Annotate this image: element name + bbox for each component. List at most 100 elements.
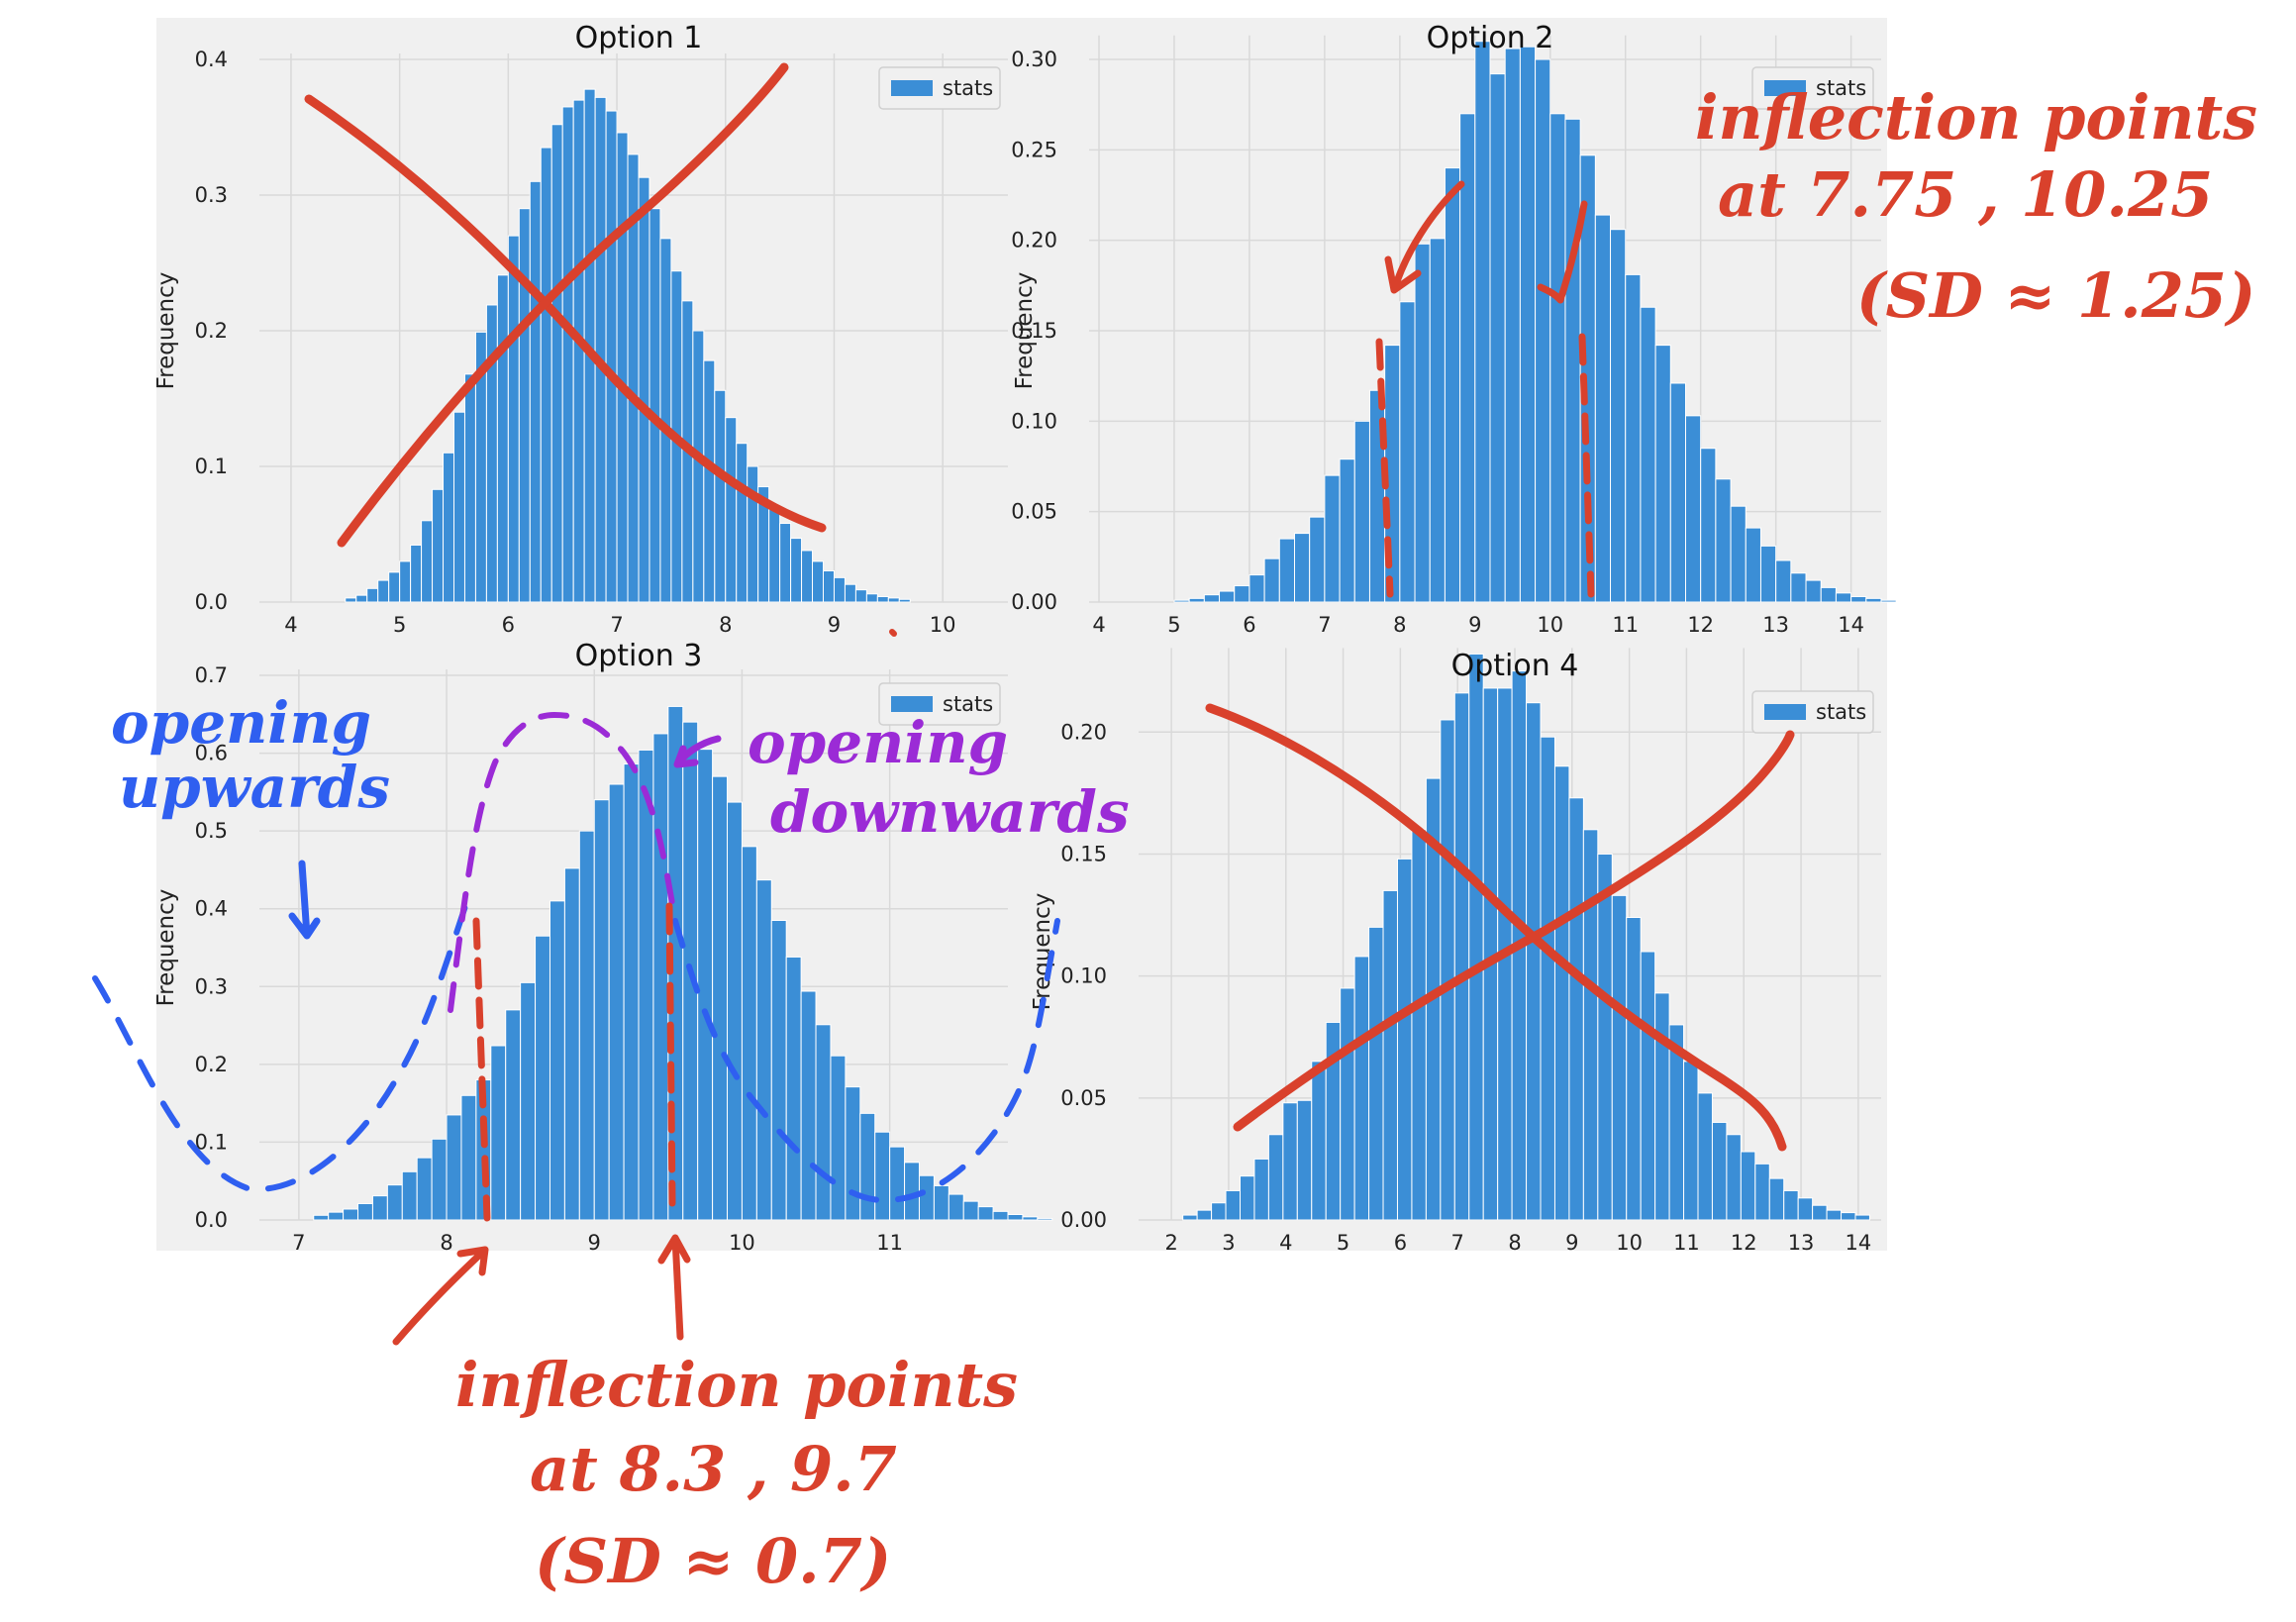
histogram-bar [741,846,757,1221]
histogram-bar [1263,558,1280,603]
y-tick-label: 0.1 [195,455,228,478]
opening-downwards-note: opening downwards [748,709,1130,846]
histogram-bar [605,110,618,603]
histogram-bar [1399,301,1416,603]
y-tick-label: 0.05 [1060,1086,1107,1110]
x-tick-label: 8 [719,613,732,637]
x-tick-label: 5 [1167,613,1180,637]
y-tick-label: 0.4 [195,48,228,71]
histogram-bar [1841,1212,1856,1221]
option3-downward-arrow [673,735,722,768]
histogram-bar [1504,48,1521,603]
x-tick-label: 11 [876,1231,903,1255]
x-tick-label: 4 [1279,1231,1292,1255]
y-axis-label: Frequency [1012,272,1038,390]
histogram-bar [594,96,607,603]
option1-crossout-stroke-b [337,62,789,548]
histogram-bar [496,274,509,603]
histogram-bar [416,1157,433,1221]
histogram-bar [1790,572,1807,603]
histogram-bar [460,1094,477,1221]
histogram-bar [1240,1175,1255,1221]
option3-inflection-line2: at 8.3 , 9.7 [530,1433,897,1505]
histogram-bar [1783,1189,1799,1221]
histogram-bar [1850,596,1867,603]
option3-arrow-left [392,1246,489,1346]
histogram-bar [357,1203,373,1221]
y-tick-label: 0.2 [195,319,228,343]
histogram-bar [1730,505,1747,603]
x-tick-label: 7 [292,1231,305,1255]
histogram-bar [1768,1177,1785,1221]
y-tick-label: 0.4 [195,897,228,921]
histogram-bar [692,330,705,603]
chart-4: 2 3 4 5 6 7 8 9 10 11 12 13 14 0.00 0.05 0.10 0.15 0.20 Op… [1030,648,1881,1255]
histogram-bar [431,1138,448,1221]
histogram-bar [1640,951,1656,1221]
histogram-bar [563,867,580,1221]
histogram-bar [712,775,729,1221]
chart-title: Option 3 [575,639,703,673]
histogram-bar [453,411,465,603]
histogram-bar [561,106,574,603]
histogram-bar [518,208,531,603]
histogram-bar [1610,229,1627,603]
histogram-bar [889,1146,906,1221]
histogram-bar [505,1009,522,1221]
x-tick-label: 10 [1537,613,1563,637]
histogram-bar [1309,516,1326,603]
option2-arrow-right [1537,200,1588,304]
histogram-bar [1640,306,1656,603]
histogram-bar [1626,917,1642,1221]
histogram-bar [1683,1061,1699,1221]
legend-box [878,682,1001,726]
x-tick-label: 10 [729,1231,755,1255]
option2-inflection-line-right [1578,333,1595,598]
histogram-bar [859,1112,876,1221]
histogram-bar [371,1195,388,1221]
histogram-bar [785,956,802,1221]
histogram-bar [388,571,401,603]
histogram-bar [1382,889,1398,1221]
histogram-bar [1203,594,1221,603]
x-tick-label: 4 [284,613,297,637]
histogram-bar [313,1214,330,1221]
histogram-bar [1685,415,1702,603]
x-tick-label: 6 [1394,1231,1407,1255]
histogram-bar [343,1208,359,1221]
histogram-bar [490,1045,507,1221]
histogram-bar [572,99,585,603]
histogram-bar [703,359,716,603]
option3-inflection-line3: (SD ≈ 0.7) [535,1525,891,1597]
stray-dot [889,629,897,637]
histogram-bar [898,598,911,603]
histogram-bar [1611,894,1628,1221]
histogram-bar [1865,597,1882,603]
histogram-bar [1564,118,1581,603]
histogram-bar [1654,345,1671,603]
histogram-bar [410,544,423,603]
legend-label: stats [1816,700,1866,724]
histogram-bar [1368,926,1384,1221]
histogram-bar [874,1131,891,1221]
histogram-bar [1414,243,1431,603]
histogram-bar [1812,1204,1828,1221]
histogram-bar [865,593,878,603]
chart-title: Option 2 [1427,21,1554,55]
legend-label: stats [1816,76,1866,100]
legend-label: stats [943,76,993,100]
histogram-bar [1324,474,1341,603]
histogram-bar [1339,458,1355,603]
opening-upwards-line2: upwards [119,754,390,821]
option3-upward-left [92,888,473,1192]
histogram-bar [1282,1102,1298,1221]
histogram-bar [355,594,368,603]
x-tick-label: 7 [1318,613,1331,637]
histogram-bar [1429,238,1446,603]
y-tick-label: 0.00 [1060,1208,1107,1232]
x-tick-label: 9 [1468,613,1481,637]
histogram-bar [1253,1158,1269,1221]
histogram-bar [1700,448,1717,603]
histogram-bar [507,235,520,603]
